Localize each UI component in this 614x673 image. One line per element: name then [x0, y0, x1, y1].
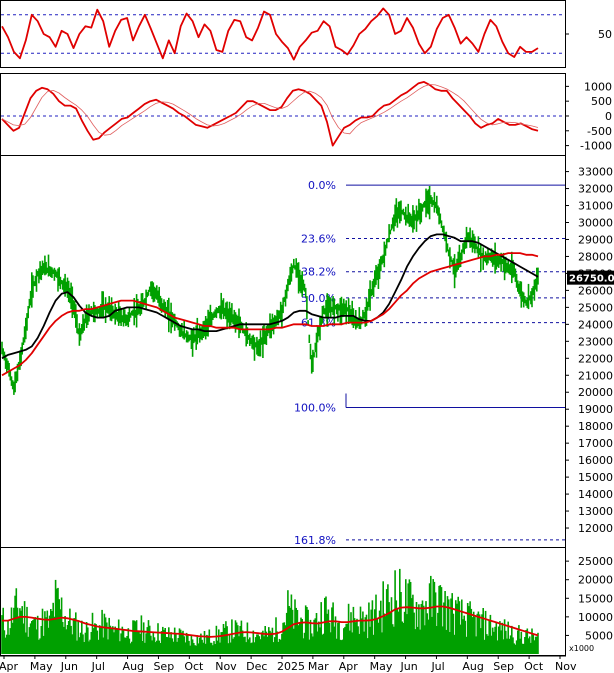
volume-unit-label: x1000: [569, 644, 594, 653]
time-axis-label: Oct: [184, 660, 204, 673]
axis-tick-label: 12000: [578, 522, 613, 535]
time-axis-label: Jun: [400, 660, 418, 673]
axis-tick-label: -500: [587, 125, 612, 138]
axis-tick-label: 32000: [578, 183, 613, 196]
time-axis-label: May: [30, 660, 53, 673]
axis-tick-label: 26000: [578, 284, 613, 297]
time-axis-label: Dec: [246, 660, 267, 673]
fibonacci-level-label: 23.6%: [301, 232, 336, 245]
time-axis-label: Mar: [308, 660, 329, 673]
axis-tick-label: 15000: [578, 592, 613, 605]
axis-tick-label: 24000: [578, 318, 613, 331]
series-lines-layer: [1, 7, 539, 638]
price-panel: [0, 155, 566, 548]
axis-tick-label: 30000: [578, 217, 613, 230]
axis-tick-label: 29000: [578, 233, 613, 246]
axis-tick-label: 50: [598, 28, 612, 41]
axis-tick-label: 13000: [578, 505, 613, 518]
momentum-panel: [0, 73, 566, 156]
volume-ma-line: [2, 605, 539, 638]
axis-tick-label: 5000: [585, 629, 613, 642]
axis-tick-label: 31000: [578, 200, 613, 213]
time-axis-label: Jul: [430, 660, 444, 673]
time-axis-label: 2025: [277, 660, 305, 673]
axis-tick-label: 14000: [578, 488, 613, 501]
axis-tick-label: 10000: [578, 611, 613, 624]
volume-bars-layer: [1, 568, 539, 654]
axis-tick-label: 20000: [578, 386, 613, 399]
price-ma-black-line: [1, 233, 539, 360]
time-axis-label: Nov: [555, 660, 577, 673]
axis-tick-label: 0: [605, 110, 612, 123]
axes-layer: 5010005000-500-1000330003200031000300002…: [0, 28, 614, 673]
axis-tick-label: 20000: [578, 574, 613, 587]
axis-tick-label: 19000: [578, 403, 613, 416]
axis-tick-label: 21000: [578, 369, 613, 382]
price-ma-red-line: [1, 252, 539, 377]
momentum-signal-line: [1, 84, 539, 136]
oscillator-panel: [0, 0, 566, 68]
grid-layer: [1, 14, 565, 117]
time-axis-label: Apr: [339, 660, 359, 673]
axis-tick-label: 25000: [578, 301, 613, 314]
axis-tick-label: 25000: [578, 555, 613, 568]
axis-tick-label: 500: [591, 95, 612, 108]
time-axis-label: Apr: [0, 660, 19, 673]
fibonacci-level-label: 38.2%: [301, 266, 336, 279]
axis-tick-label: 16000: [578, 454, 613, 467]
axis-tick-label: 28000: [578, 250, 613, 263]
time-axis-label: Jul: [91, 660, 105, 673]
time-axis-label: Sep: [153, 660, 174, 673]
time-axis-label: Oct: [524, 660, 544, 673]
last-price-label: 26750.00: [569, 274, 614, 285]
axis-tick-label: -1000: [580, 140, 612, 153]
axis-tick-label: 23000: [578, 335, 613, 348]
fibonacci-level-label: 0.0%: [308, 179, 336, 192]
time-axis-label: Aug: [462, 660, 483, 673]
time-axis-label: May: [370, 660, 393, 673]
last-price-tag: [567, 270, 614, 285]
fibonacci-level-label: 100.0%: [294, 402, 336, 415]
time-axis-label: Jun: [60, 660, 78, 673]
momentum-series-line: [1, 81, 539, 147]
axis-tick-label: 22000: [578, 352, 613, 365]
axis-tick-label: 1000: [584, 80, 612, 93]
time-axis-label: Aug: [123, 660, 144, 673]
oscillator-series-line: [1, 7, 539, 61]
time-axis-label: Sep: [493, 660, 514, 673]
axis-tick-label: 18000: [578, 420, 613, 433]
axis-tick-label: 17000: [578, 437, 613, 450]
axis-tick-label: 15000: [578, 471, 613, 484]
time-axis-label: Nov: [215, 660, 237, 673]
fibonacci-level-label: 161.8%: [294, 534, 336, 547]
axis-tick-label: 33000: [578, 166, 613, 179]
